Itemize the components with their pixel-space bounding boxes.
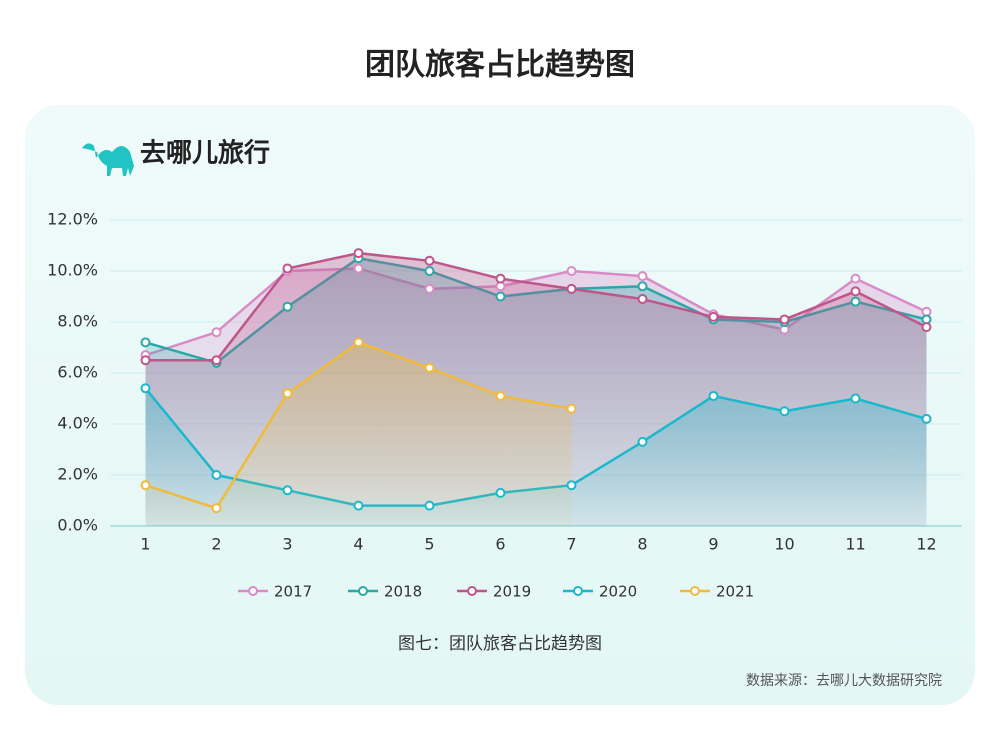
data-point	[211, 327, 222, 338]
series-line	[145, 251, 928, 362]
data-point	[424, 283, 435, 294]
data-point	[424, 255, 435, 266]
data-point	[211, 503, 222, 514]
series-area	[145, 342, 572, 526]
data-point	[140, 355, 151, 366]
data-point	[353, 248, 364, 259]
data-point	[566, 283, 577, 294]
data-point	[424, 266, 435, 276]
series-area	[145, 388, 927, 526]
data-point	[353, 337, 364, 348]
source: 数据来源：去哪儿大数据研究院	[746, 673, 942, 689]
data-point	[282, 388, 293, 399]
x-tick-label: 9	[708, 535, 718, 554]
data-point	[282, 263, 293, 274]
y-tick-label: 0.0%	[57, 516, 98, 535]
data-point	[566, 266, 577, 276]
legend-swatch	[467, 586, 477, 596]
legend-swatch	[358, 586, 368, 596]
x-tick-label: 8	[637, 535, 647, 554]
data-point	[424, 500, 435, 511]
brand-name: 去哪儿旅行	[140, 138, 270, 169]
y-tick-label: 2.0%	[57, 465, 98, 484]
data-point	[637, 294, 648, 305]
data-point	[495, 291, 506, 302]
data-point	[353, 263, 364, 274]
data-point	[921, 322, 932, 333]
page-title: 团队旅客占比趋势图	[365, 48, 635, 83]
y-tick-label: 12.0%	[47, 210, 98, 229]
data-point	[850, 393, 861, 404]
data-point	[495, 273, 506, 284]
data-point	[779, 314, 790, 325]
caption: 图七：团队旅客占比趋势图	[398, 634, 602, 654]
y-tick-label: 10.0%	[47, 261, 98, 280]
legend-label: 2018	[384, 583, 422, 601]
data-point	[211, 355, 222, 366]
data-point	[921, 413, 932, 424]
legend-swatch	[690, 586, 700, 596]
data-point	[850, 286, 861, 297]
data-point	[282, 485, 293, 496]
x-tick-label: 6	[495, 535, 505, 554]
data-point	[424, 362, 435, 373]
legend-swatch	[248, 586, 258, 596]
x-tick-label: 2	[211, 535, 221, 554]
data-point	[495, 390, 506, 401]
data-point	[353, 500, 364, 511]
data-point	[850, 273, 861, 284]
legend-label: 2020	[599, 583, 637, 601]
x-tick-label: 11	[845, 535, 865, 554]
data-point	[850, 296, 861, 307]
legend-label: 2019	[493, 583, 531, 601]
data-point	[637, 271, 648, 282]
x-tick-label: 1	[140, 535, 150, 554]
data-point	[140, 480, 151, 491]
data-point	[779, 406, 790, 417]
x-tick-label: 10	[774, 535, 794, 554]
data-point	[637, 436, 648, 447]
y-tick-label: 8.0%	[57, 312, 98, 331]
data-point	[708, 311, 719, 322]
data-point	[211, 470, 222, 480]
x-tick-label: 5	[424, 535, 434, 554]
data-point	[140, 337, 151, 348]
data-point	[566, 480, 577, 491]
data-point	[566, 403, 577, 414]
legend-swatch	[573, 586, 583, 596]
x-tick-label: 4	[353, 535, 363, 554]
data-point	[495, 487, 506, 498]
data-point	[637, 281, 648, 292]
data-point	[708, 390, 719, 401]
y-tick-label: 4.0%	[57, 414, 98, 433]
legend-label: 2017	[274, 583, 312, 601]
x-tick-label: 7	[566, 535, 576, 554]
legend-label: 2021	[716, 583, 754, 601]
data-point	[140, 383, 151, 394]
y-tick-label: 6.0%	[57, 363, 98, 382]
data-point	[282, 301, 293, 312]
brand-logo	[82, 143, 134, 176]
x-tick-label: 3	[282, 535, 292, 554]
x-tick-label: 12	[916, 535, 936, 554]
